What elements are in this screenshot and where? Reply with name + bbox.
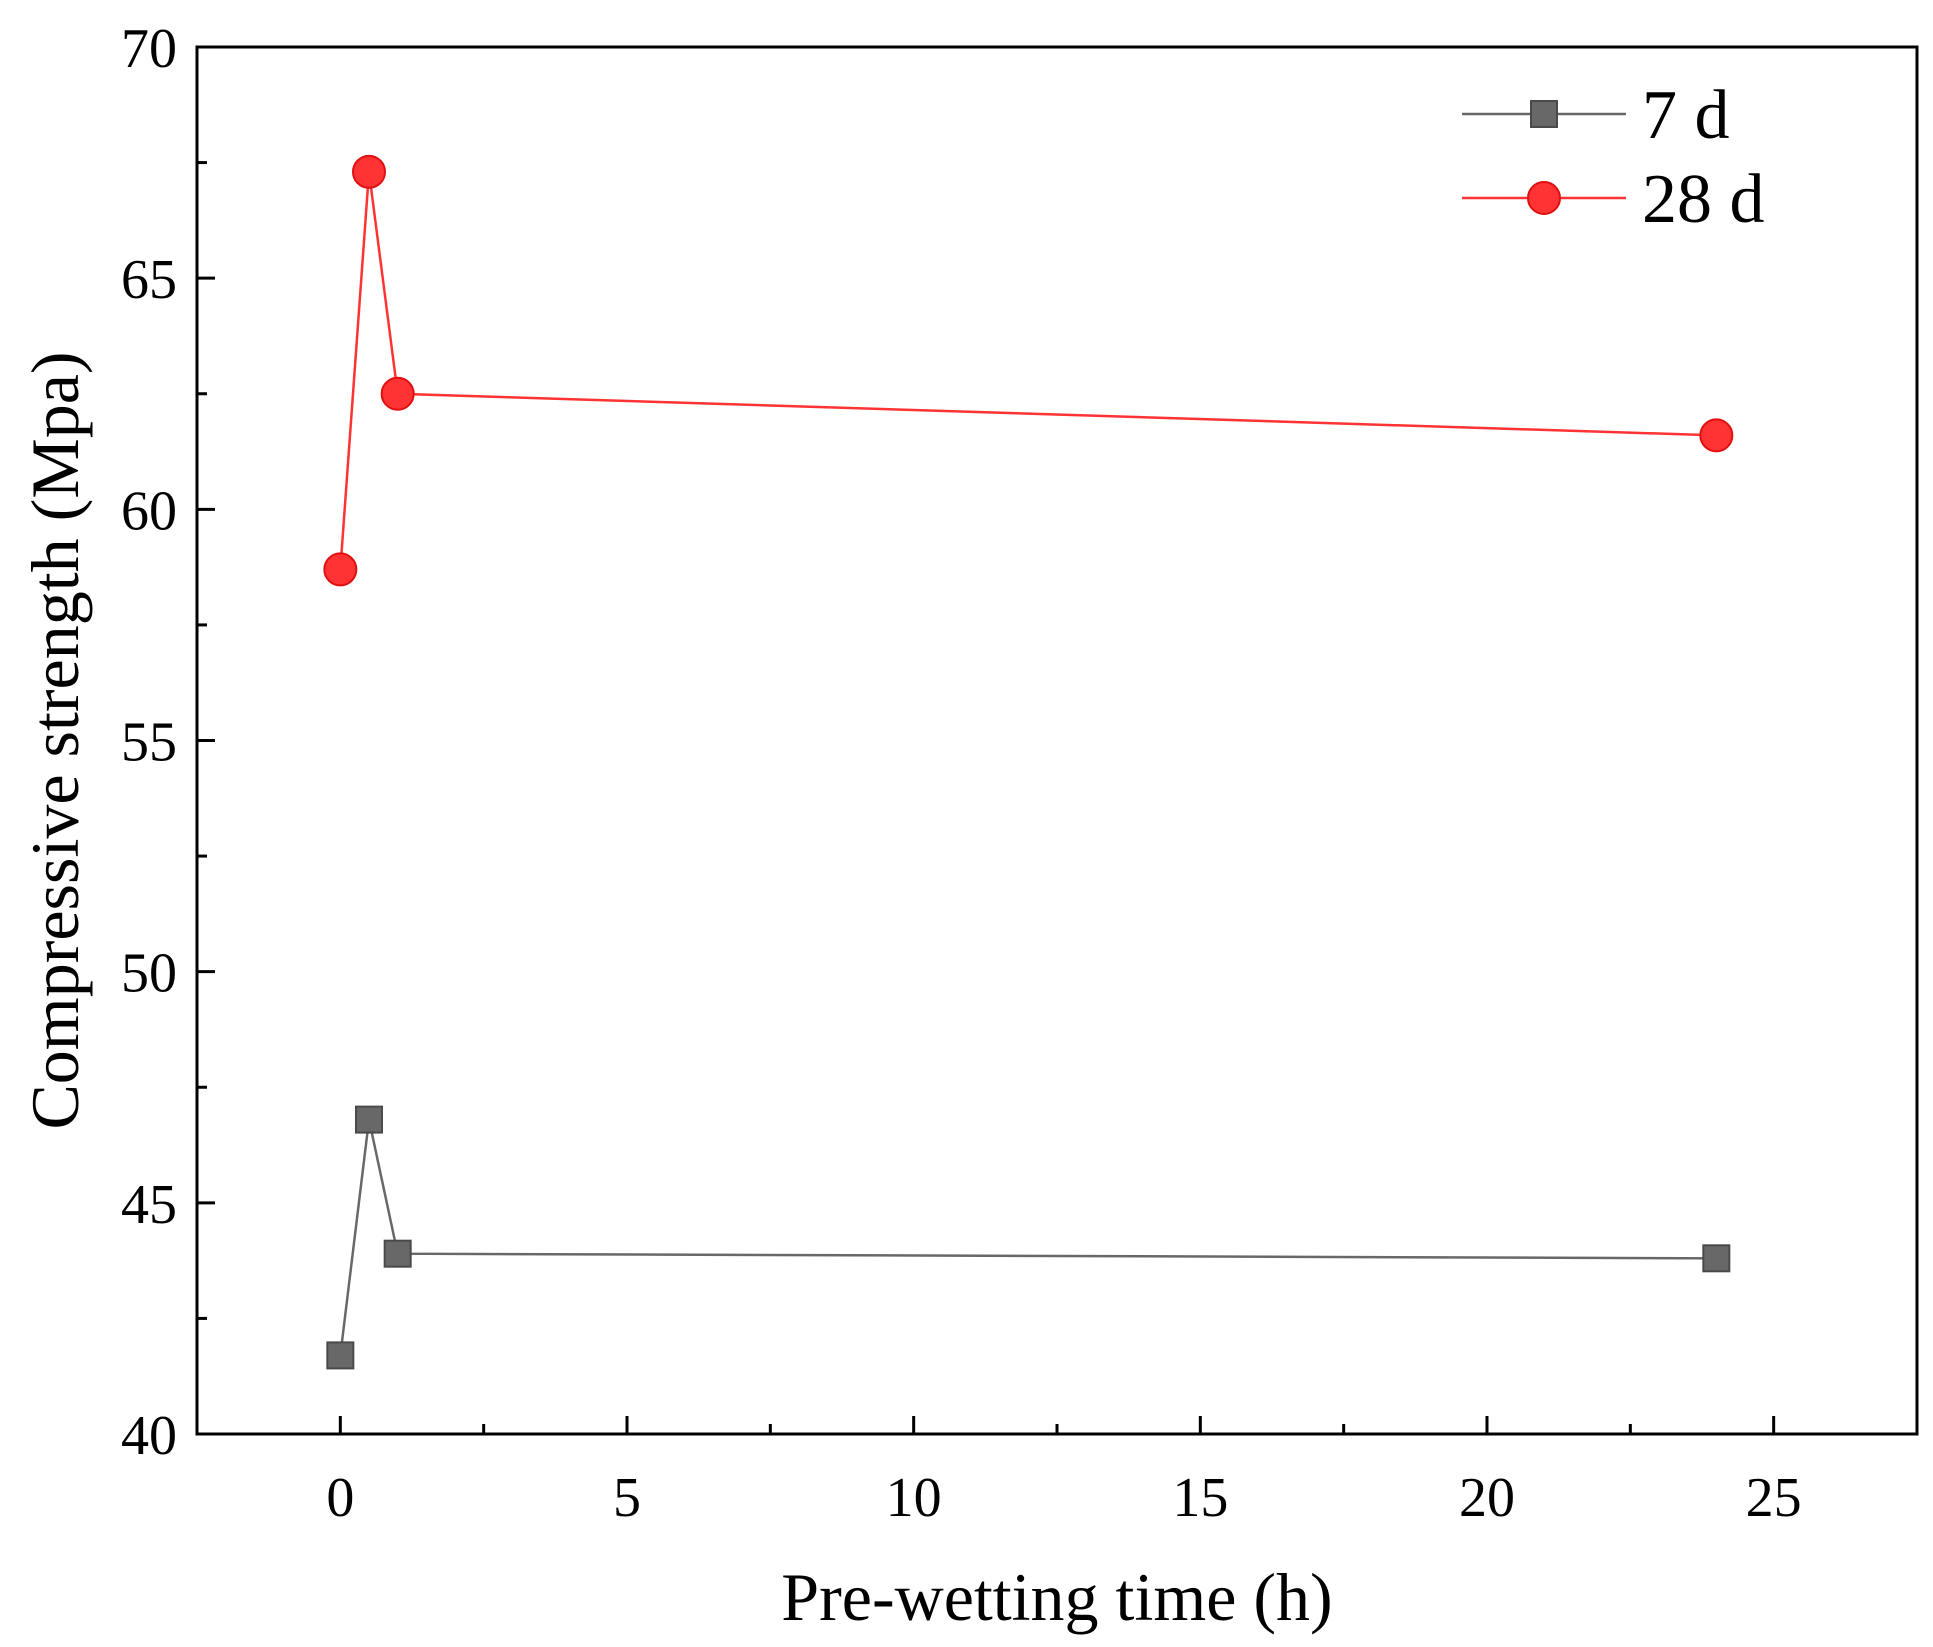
series-7d	[326, 1105, 1731, 1370]
y-tick-label: 70	[121, 18, 177, 80]
axes-layer: 0 5 10 15 20 25 40 45 50 55 60 65 70	[121, 18, 1919, 1529]
x-tick-label: 0	[326, 1467, 354, 1529]
x-tick-label: 10	[886, 1467, 942, 1529]
x-tick-label: 15	[1172, 1467, 1228, 1529]
data-point	[326, 1341, 355, 1370]
data-point	[383, 1239, 412, 1268]
y-tick-label: 45	[121, 1174, 177, 1236]
series-line	[339, 1119, 1717, 1356]
legend-label: 7 d	[1642, 77, 1730, 154]
series-layer	[323, 154, 1734, 1370]
x-tick-label: 20	[1459, 1467, 1515, 1529]
legend-item: 28 d	[1462, 161, 1765, 238]
y-tick-label: 50	[121, 943, 177, 1005]
data-point	[380, 376, 415, 411]
data-point	[1702, 1244, 1731, 1273]
y-axis-title: Compressive strength (Mpa)	[17, 351, 93, 1129]
legend: 7 d28 d	[1462, 77, 1765, 238]
data-point	[323, 552, 358, 587]
y-tick-label: 60	[121, 480, 177, 542]
y-tick-label: 55	[121, 712, 177, 774]
data-point	[355, 1105, 383, 1134]
x-tick-label: 25	[1746, 1467, 1802, 1529]
legend-marker	[1527, 181, 1561, 215]
legend-item: 7 d	[1462, 77, 1730, 154]
y-tick-label: 40	[121, 1405, 177, 1467]
legend-label: 28 d	[1642, 161, 1765, 238]
x-axis-title: Pre-wetting time (h)	[781, 1559, 1332, 1635]
series-line	[339, 171, 1717, 570]
plot-frame	[195, 45, 1919, 1436]
x-tick-label: 5	[613, 1467, 641, 1529]
legend-marker	[1530, 100, 1558, 128]
data-point	[352, 154, 386, 189]
data-point	[1699, 418, 1734, 453]
series-28d	[323, 154, 1734, 587]
y-tick-label: 65	[121, 249, 177, 311]
